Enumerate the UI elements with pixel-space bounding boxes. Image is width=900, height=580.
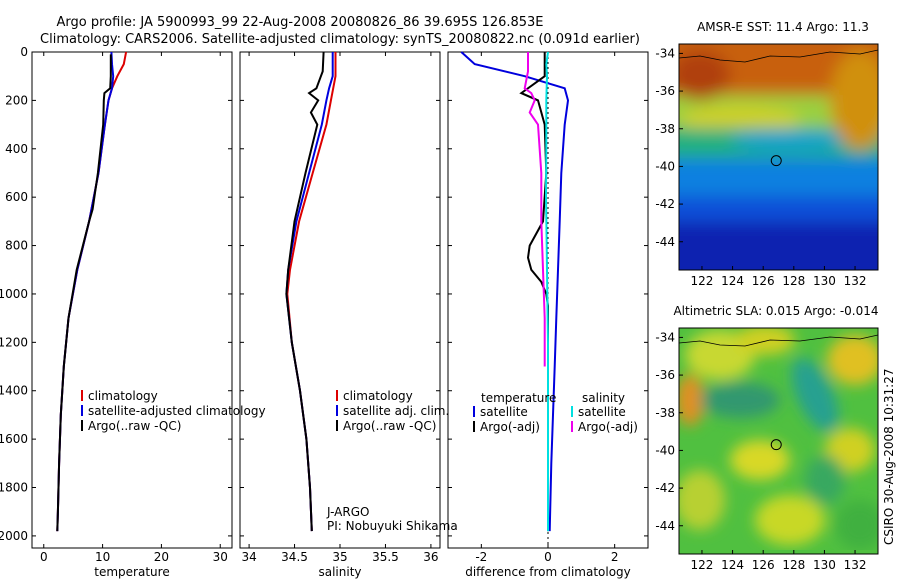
temperature-x-tick-label: 0 — [40, 550, 48, 564]
side-caption: CSIRO 30-Aug-2008 10:31:27 — [882, 369, 896, 545]
temperature-x-tick-label: 30 — [213, 550, 228, 564]
sst-lat-tick-label: -36 — [655, 84, 675, 98]
temperature-legend-label: Argo(..raw -QC) — [88, 419, 181, 433]
sla-lat-tick-label: -34 — [655, 330, 675, 344]
sst-argo-position-marker — [770, 155, 782, 167]
temperature-x-tick-label: 20 — [154, 550, 169, 564]
sla-lat-tick-label: -40 — [655, 443, 675, 457]
sla-lon-tick-label: 126 — [752, 558, 775, 572]
salinity-x-tick-label: 34.5 — [281, 550, 308, 564]
difference-x-tick-label: -2 — [475, 550, 487, 564]
salinity-x-axis-label: salinity — [318, 565, 361, 579]
depth-tick-label: 1400 — [0, 384, 28, 398]
depth-tick-label: 0 — [20, 45, 28, 59]
sla-lat-tick-label: -42 — [655, 481, 675, 495]
sst-lon-tick-label: 130 — [813, 274, 836, 288]
depth-tick-label: 400 — [5, 142, 28, 156]
difference-series-salinity-satellite — [544, 51, 549, 532]
difference-x-tick-label: 0 — [544, 550, 552, 564]
depth-tick-label: 1200 — [0, 335, 28, 349]
depth-tick-label: 200 — [5, 93, 28, 107]
depth-tick-label: 2000 — [0, 529, 28, 543]
sst-lon-tick-label: 122 — [691, 274, 714, 288]
sst-lon-tick-label: 132 — [844, 274, 867, 288]
salinity-x-tick-label: 35.5 — [372, 550, 399, 564]
temperature-x-tick-label: 10 — [95, 550, 110, 564]
temperature-series-argo-raw-qc — [56, 54, 112, 532]
sla-map-title: Altimetric SLA: 0.015 Argo: -0.014 — [673, 304, 878, 318]
sst-lat-tick-label: -34 — [655, 46, 675, 60]
diff-legend-header-temperature: temperature — [481, 391, 556, 405]
sla-lat-tick-label: -38 — [655, 406, 675, 420]
sla-lon-tick-label: 124 — [721, 558, 744, 572]
depth-tick-label: 1600 — [0, 432, 28, 446]
temperature-plot-frame — [31, 51, 233, 549]
sst-lon-tick-label: 126 — [752, 274, 775, 288]
difference-x-tick-label: 2 — [611, 550, 619, 564]
salinity-annotation: J-ARGO — [326, 505, 369, 519]
sla-lat-tick-label: -44 — [655, 519, 675, 533]
depth-tick-label: 800 — [5, 239, 28, 253]
sla-lon-tick-label: 122 — [691, 558, 714, 572]
salinity-annotation: PI: Nobuyuki Shikama — [327, 519, 458, 533]
difference-series-salinity-argo-adj — [523, 52, 546, 367]
sla-lon-tick-label: 130 — [813, 558, 836, 572]
sla-field — [679, 328, 878, 550]
salinity-x-tick-label: 34 — [241, 550, 256, 564]
difference-series-temperature-satellite — [460, 51, 570, 532]
sst-map-panel: AMSR-E SST: 11.4 Argo: 11.3 122 124 126 128… — [655, 20, 879, 288]
salinity-legend-label: climatology — [343, 389, 413, 403]
diff-legend-label: satellite — [480, 405, 528, 419]
salinity-legend-label: Argo(..raw -QC) — [343, 419, 436, 433]
sla-map-panel: Altimetric SLA: 0.015 Argo: -0.014 122 12… — [655, 304, 878, 572]
temperature-series-climatology — [56, 51, 128, 532]
sst-map-title: AMSR-E SST: 11.4 Argo: 11.3 — [697, 20, 869, 34]
temperature-panel: 0 10 20 30 0 200 400 600 800 1000 1200 1400 1600 1800… — [0, 45, 266, 579]
diff-legend-label: satellite — [578, 405, 626, 419]
difference-x-axis-label: difference from climatology — [465, 565, 631, 579]
figure-title-line1: Argo profile: JA 5900993_99 22-Aug-2008 … — [56, 15, 543, 30]
temperature-x-axis-label: temperature — [94, 565, 169, 579]
sla-coastline — [679, 334, 878, 347]
diff-legend-label: Argo(-adj) — [578, 420, 638, 434]
temperature-series-satellite-adjusted-climatology — [56, 51, 115, 532]
depth-tick-label: 1800 — [0, 481, 28, 495]
sla-lon-tick-label: 132 — [844, 558, 867, 572]
sst-lat-tick-label: -44 — [655, 235, 675, 249]
temperature-legend-label: climatology — [88, 389, 158, 403]
sst-lat-tick-label: -38 — [655, 122, 675, 136]
salinity-legend-label: satellite adj. clim. — [343, 404, 449, 418]
salinity-series-argo-raw-qc — [285, 51, 325, 532]
salinity-panel: 34 34.5 35 35.5 36 salinity climatologysatelli… — [239, 51, 458, 579]
sst-coastline — [679, 49, 878, 63]
depth-tick-label: 1000 — [0, 287, 28, 301]
depth-tick-label: 600 — [5, 190, 28, 204]
salinity-x-tick-label: 36 — [423, 550, 438, 564]
salinity-x-tick-label: 35 — [332, 550, 347, 564]
figure-title-line2: Climatology: CARS2006. Satellite-adjuste… — [40, 32, 640, 47]
sst-field — [679, 44, 878, 270]
sst-lat-tick-label: -40 — [655, 159, 675, 173]
temperature-legend-label: satellite-adjusted climatology — [88, 404, 266, 418]
salinity-plot-frame — [239, 51, 441, 549]
sla-lat-tick-label: -36 — [655, 368, 675, 382]
sst-lon-tick-label: 124 — [721, 274, 744, 288]
salinity-series-climatology — [286, 52, 337, 532]
sst-lat-tick-label: -42 — [655, 197, 675, 211]
diff-legend-header-salinity: salinity — [582, 391, 625, 405]
diff-legend-label: Argo(-adj) — [480, 420, 540, 434]
sst-lon-tick-label: 128 — [782, 274, 805, 288]
sla-lon-tick-label: 128 — [782, 558, 805, 572]
sla-argo-position-marker — [770, 439, 782, 451]
